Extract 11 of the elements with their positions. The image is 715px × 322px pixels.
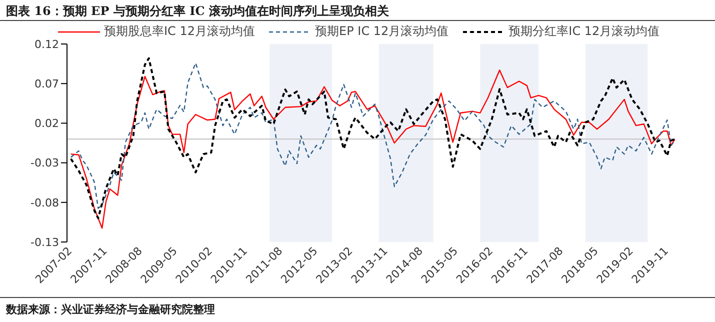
y-tick-label: -0.13	[30, 236, 59, 249]
y-tick-label: 0.12	[34, 38, 59, 51]
y-tick-label: 0.07	[34, 78, 59, 91]
y-tick-label: 0.02	[34, 117, 59, 130]
y-tick-label: -0.03	[30, 156, 59, 170]
legend-label: 预期分红率IC 12月滚动均值	[508, 23, 660, 40]
source-note: 数据来源：兴业证券经济与金融研究院整理	[6, 302, 215, 317]
legend-label: 预期股息率IC 12月滚动均值	[104, 23, 256, 40]
y-tick-label: -0.08	[30, 196, 59, 210]
chart-title: 图表 16：预期 EP 与预期分红率 IC 滚动均值在时间序列上呈现负相关	[6, 3, 389, 20]
legend-label: 预期EP IC 12月滚动均值	[315, 23, 449, 40]
